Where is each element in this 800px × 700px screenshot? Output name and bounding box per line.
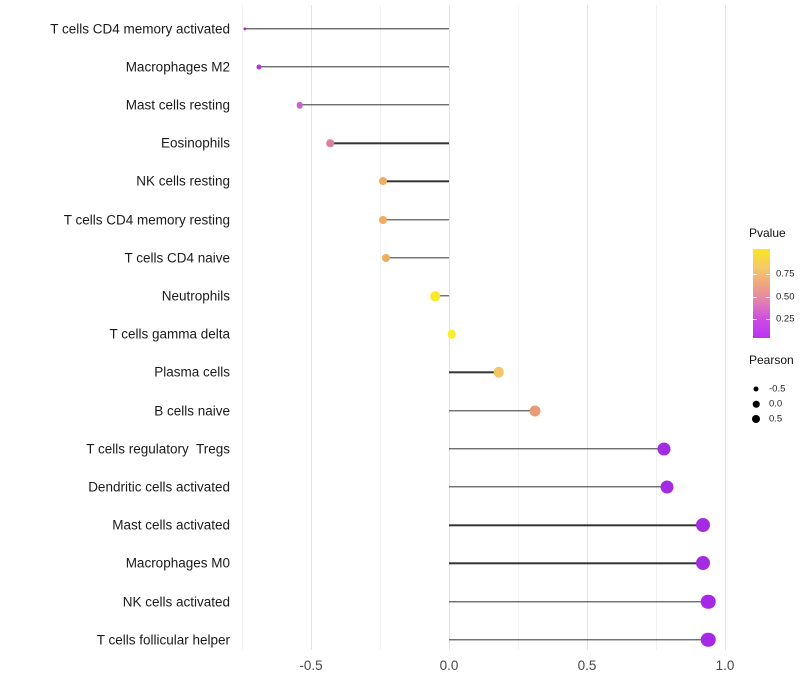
lollipop-stem — [449, 486, 668, 488]
colorbar-tick-mark — [766, 319, 770, 321]
colorbar-tick-mark — [753, 319, 757, 321]
data-point-dot — [243, 27, 247, 31]
gridline-minor — [518, 5, 519, 650]
gridline-minor — [380, 5, 381, 650]
y-axis-label: Mast cells activated — [112, 517, 230, 533]
data-point-dot — [695, 556, 710, 571]
data-point-dot — [326, 139, 335, 147]
gridline-major — [449, 5, 450, 650]
pearson-size-label: 0.0 — [769, 398, 783, 410]
pearson-size-dot — [752, 400, 760, 408]
lollipop-stem — [449, 600, 709, 603]
colorbar-tick-mark — [753, 296, 757, 298]
lollipop-stem — [382, 180, 449, 183]
data-point-dot — [657, 442, 671, 456]
y-axis-label: T cells CD4 memory resting — [63, 211, 230, 227]
pvalue-colorbar — [753, 249, 770, 338]
y-axis-label: T cells regulatory Tregs — [86, 441, 230, 457]
y-axis-label: Eosinophils — [160, 135, 230, 151]
pearson-legend-title: Pearson — [749, 353, 794, 367]
y-axis-label: Mast cells resting — [125, 97, 230, 113]
y-axis-label: B cells naive — [154, 402, 230, 418]
pearson-size-label: 0.5 — [769, 413, 783, 425]
data-point-dot — [493, 367, 504, 378]
lollipop-stem — [330, 142, 449, 144]
pearson-size-dot — [753, 386, 759, 392]
y-axis-label: Neutrophils — [161, 288, 230, 304]
y-axis-label: T cells CD4 memory activated — [50, 20, 230, 36]
lollipop-stem — [449, 639, 709, 641]
y-axis-label: NK cells activated — [122, 593, 230, 609]
data-point-dot — [660, 480, 674, 494]
data-point-dot — [447, 329, 456, 339]
gridline-minor — [656, 5, 657, 650]
data-point-dot — [701, 594, 716, 609]
data-point-dot — [296, 101, 304, 109]
y-axis-label: NK cells resting — [136, 173, 230, 189]
y-axis-label: T cells follicular helper — [96, 632, 230, 648]
colorbar-tick-label: 0.25 — [776, 313, 795, 325]
y-axis-label: Macrophages M2 — [125, 59, 230, 75]
gridline-major — [587, 5, 588, 650]
lollipop-stem — [382, 218, 449, 221]
x-axis-tick-label: 0.5 — [577, 658, 597, 673]
data-point-dot — [695, 518, 710, 533]
data-point-dot — [529, 405, 541, 417]
lollipop-stem — [435, 295, 449, 297]
x-axis-tick-label: 0.0 — [439, 658, 459, 673]
x-axis-tick-label: -0.5 — [299, 658, 323, 673]
y-axis-label: T cells CD4 naive — [124, 250, 230, 266]
gridline-major — [311, 5, 312, 650]
y-axis-label: T cells gamma delta — [109, 326, 230, 342]
lollipop-stem — [299, 104, 449, 106]
pvalue-legend-title: Pvalue — [749, 226, 786, 240]
gridline-minor — [242, 5, 243, 650]
data-point-dot — [381, 253, 390, 262]
data-point-dot — [701, 632, 716, 648]
pearson-size-label: -0.5 — [769, 383, 786, 395]
data-point-dot — [378, 177, 387, 186]
data-point-dot — [256, 64, 262, 70]
y-axis-label: Plasma cells — [154, 364, 230, 380]
pearson-size-dot — [752, 415, 760, 423]
lollipop-stem — [449, 409, 535, 412]
lollipop-stem — [449, 371, 499, 374]
data-point-dot — [430, 291, 440, 301]
data-point-dot — [378, 215, 387, 224]
lollipop-stem — [258, 66, 449, 68]
lollipop-stem — [449, 448, 665, 450]
x-axis-tick-label: 1.0 — [715, 658, 735, 673]
lollipop-stem — [244, 27, 449, 30]
lollipop-stem — [449, 524, 703, 526]
colorbar-tick-label: 0.75 — [776, 268, 795, 280]
y-axis-label: Macrophages M0 — [125, 555, 230, 571]
lollipop-stem — [385, 257, 449, 259]
colorbar-tick-mark — [766, 273, 770, 275]
colorbar-tick-label: 0.50 — [776, 290, 795, 302]
y-axis-label: Dendritic cells activated — [88, 479, 230, 495]
colorbar-tick-mark — [753, 273, 757, 275]
gridline-major — [725, 5, 726, 650]
lollipop-stem — [449, 562, 703, 565]
colorbar-tick-mark — [766, 296, 770, 298]
